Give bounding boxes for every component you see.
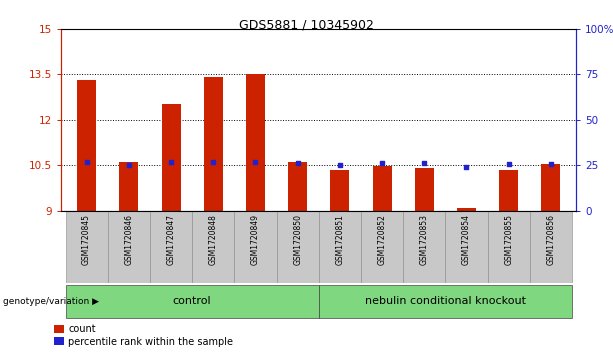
Bar bbox=[319, 285, 572, 318]
Legend: count, percentile rank within the sample: count, percentile rank within the sample bbox=[54, 324, 234, 347]
Bar bbox=[108, 211, 150, 283]
Bar bbox=[66, 211, 108, 283]
Text: GSM1720848: GSM1720848 bbox=[209, 214, 218, 265]
Text: GSM1720849: GSM1720849 bbox=[251, 214, 260, 265]
Text: genotype/variation ▶: genotype/variation ▶ bbox=[3, 297, 99, 306]
Bar bbox=[192, 211, 234, 283]
Point bbox=[504, 161, 514, 167]
Point bbox=[293, 160, 303, 166]
Text: GSM1720850: GSM1720850 bbox=[293, 214, 302, 265]
Text: GSM1720854: GSM1720854 bbox=[462, 214, 471, 265]
Bar bbox=[541, 164, 560, 211]
Bar bbox=[276, 211, 319, 283]
Bar bbox=[66, 285, 319, 318]
Text: nebulin conditional knockout: nebulin conditional knockout bbox=[365, 296, 526, 306]
Text: GSM1720845: GSM1720845 bbox=[82, 214, 91, 265]
Bar bbox=[499, 170, 518, 211]
Point bbox=[208, 159, 218, 164]
Text: control: control bbox=[173, 296, 211, 306]
Text: GSM1720846: GSM1720846 bbox=[124, 214, 134, 265]
Bar bbox=[530, 211, 572, 283]
Bar bbox=[415, 168, 434, 211]
Bar bbox=[120, 162, 139, 211]
Text: GSM1720856: GSM1720856 bbox=[546, 214, 555, 265]
Bar bbox=[162, 104, 181, 211]
Text: GSM1720847: GSM1720847 bbox=[167, 214, 175, 265]
Bar bbox=[319, 211, 361, 283]
Bar bbox=[204, 77, 223, 211]
Bar bbox=[373, 166, 392, 211]
Point bbox=[546, 161, 556, 167]
Bar bbox=[487, 211, 530, 283]
Point bbox=[419, 160, 429, 166]
Text: GSM1720851: GSM1720851 bbox=[335, 214, 345, 265]
Text: GSM1720855: GSM1720855 bbox=[504, 214, 513, 265]
Point bbox=[251, 159, 261, 164]
Bar bbox=[361, 211, 403, 283]
Bar bbox=[330, 170, 349, 211]
Bar bbox=[77, 80, 96, 211]
Bar bbox=[457, 208, 476, 211]
Text: GSM1720853: GSM1720853 bbox=[420, 214, 428, 265]
Point bbox=[82, 159, 91, 164]
Point bbox=[377, 160, 387, 166]
Bar bbox=[446, 211, 487, 283]
Point bbox=[335, 162, 345, 168]
Bar bbox=[150, 211, 192, 283]
Bar bbox=[288, 162, 307, 211]
Text: GDS5881 / 10345902: GDS5881 / 10345902 bbox=[239, 18, 374, 31]
Bar bbox=[403, 211, 446, 283]
Text: GSM1720852: GSM1720852 bbox=[378, 214, 387, 265]
Point bbox=[124, 162, 134, 168]
Point bbox=[462, 164, 471, 170]
Point bbox=[166, 159, 176, 164]
Bar bbox=[234, 211, 276, 283]
Bar bbox=[246, 74, 265, 211]
